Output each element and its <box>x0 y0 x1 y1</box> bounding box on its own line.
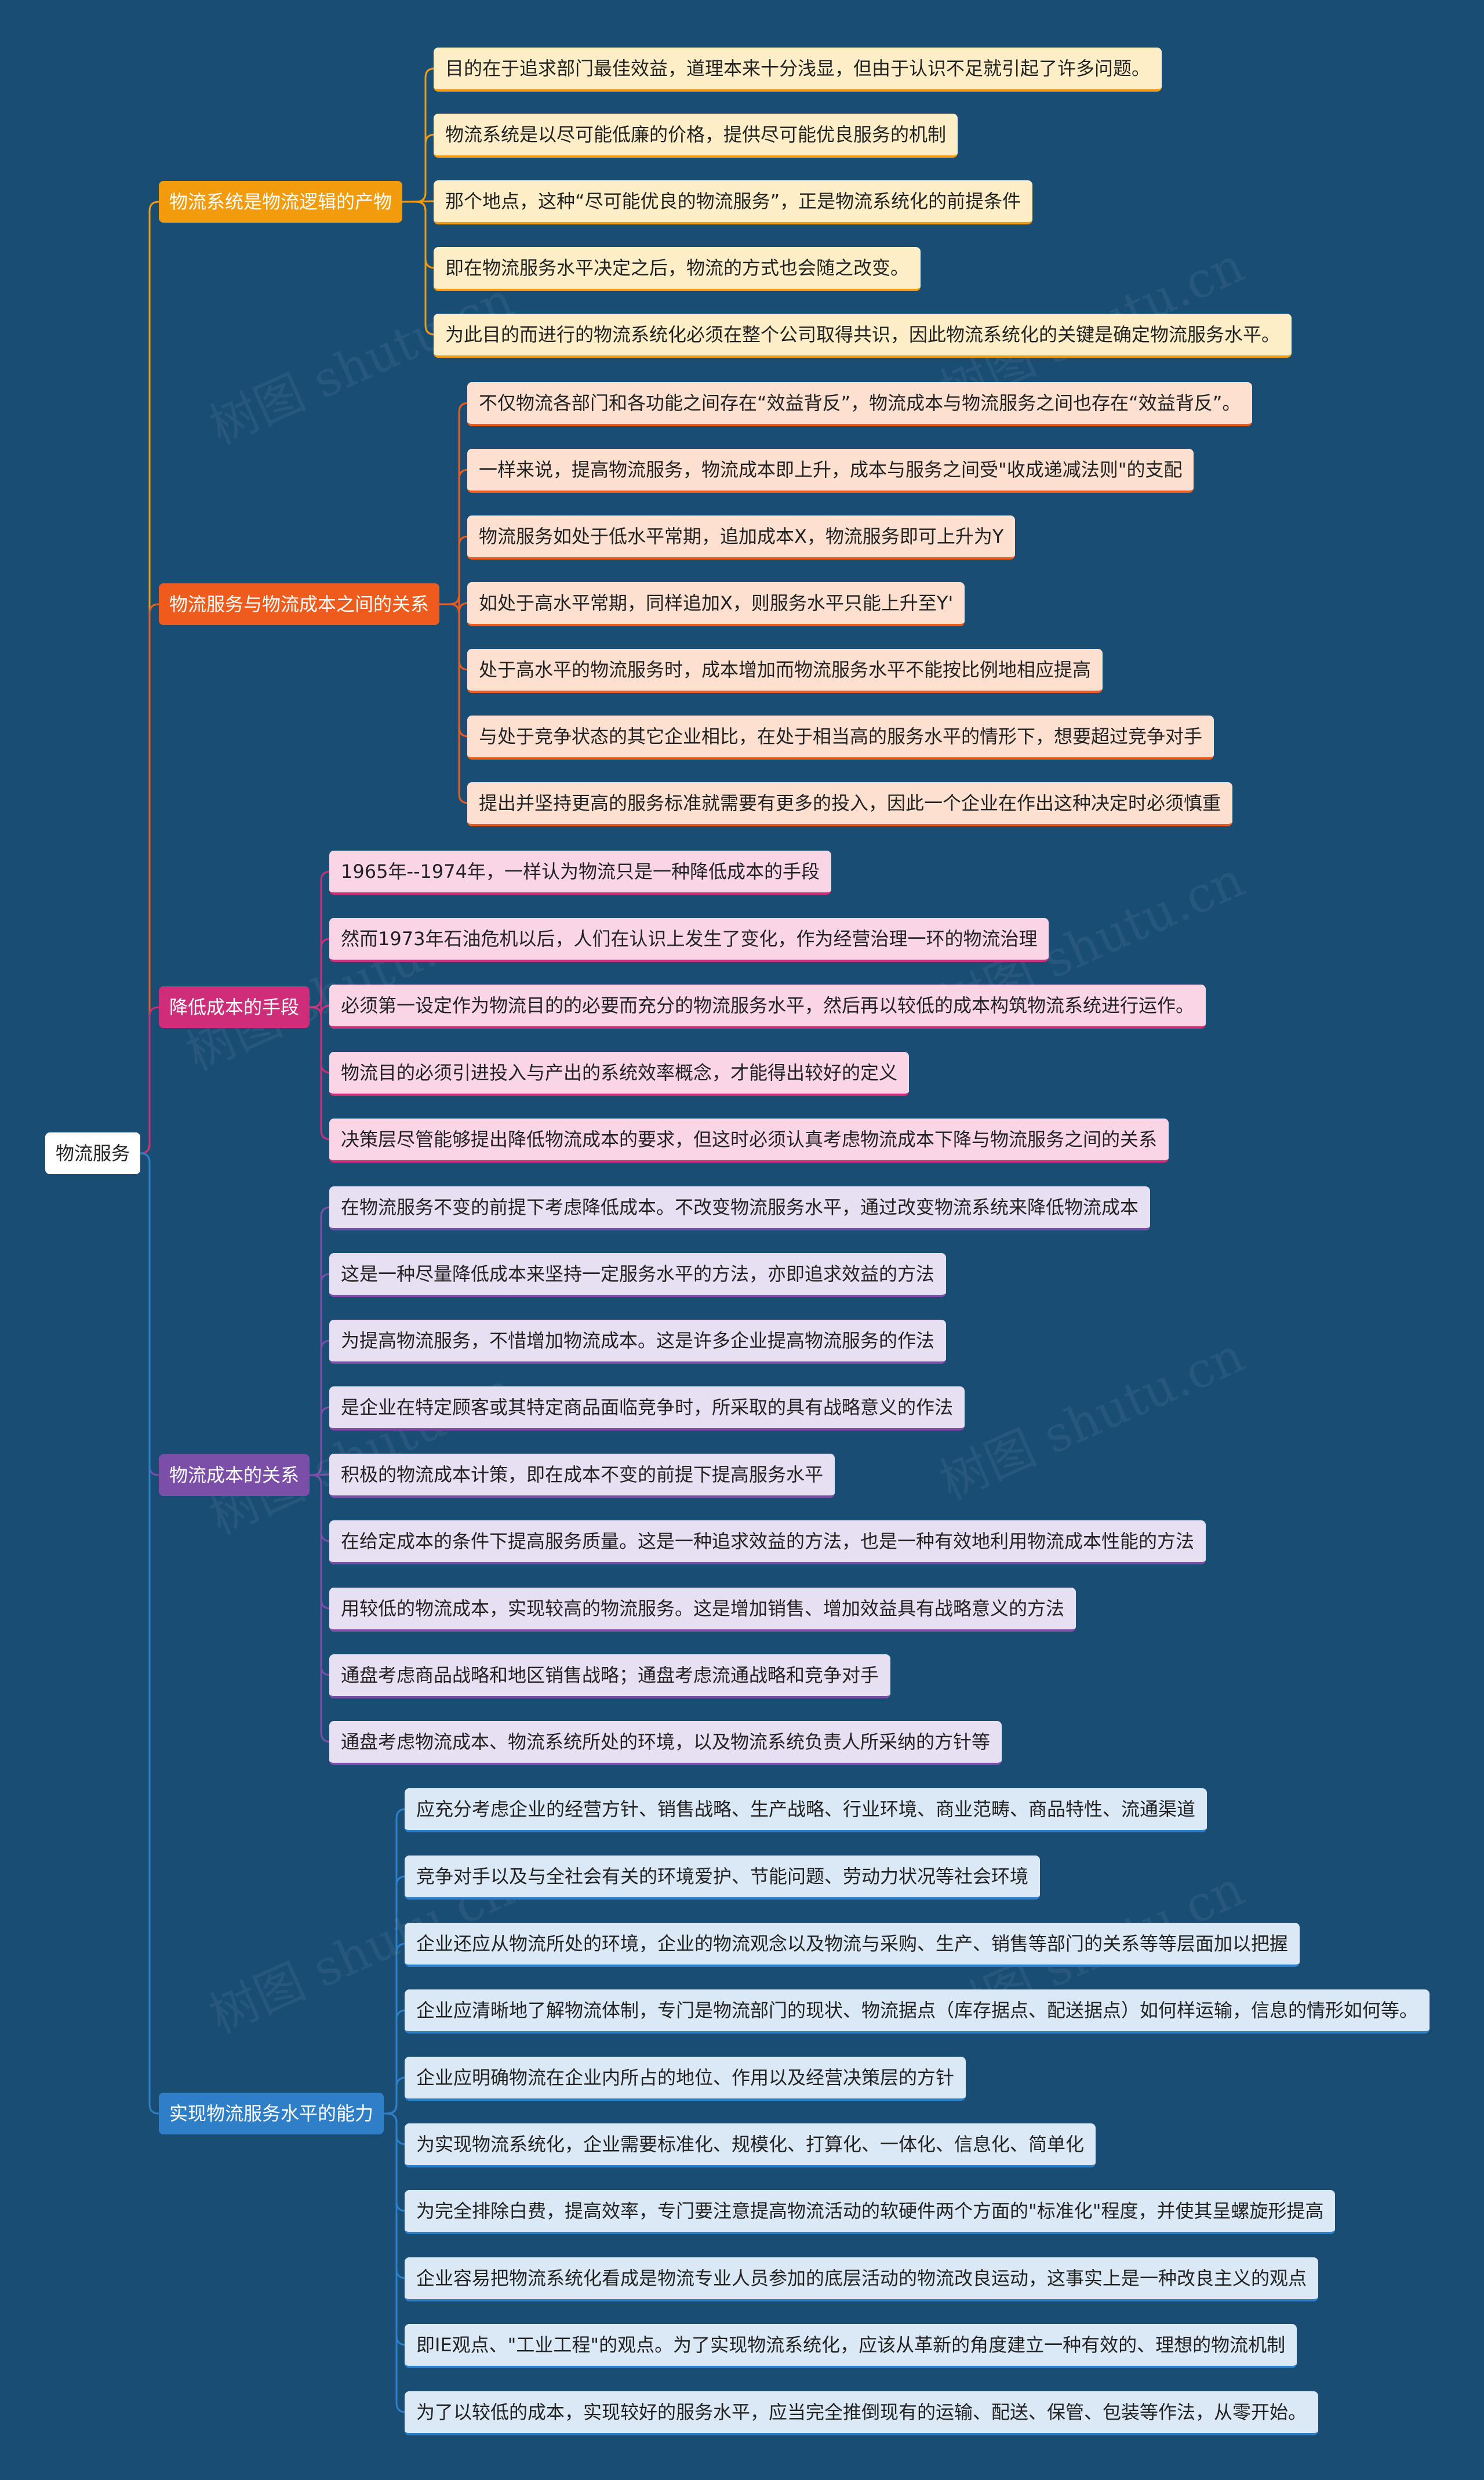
leaf-node[interactable]: 物流目的必须引进投入与产出的系统效率概念，才能得出较好的定义 <box>329 1052 910 1096</box>
leaf-node[interactable]: 与处于竞争状态的其它企业相比，在处于相当高的服务水平的情形下，想要超过竞争对手 <box>467 716 1214 760</box>
connector-line <box>439 535 469 605</box>
leaf-node[interactable]: 1965年--1974年，一样认为物流只是一种降低成本的手段 <box>329 851 831 895</box>
leaf-node[interactable]: 即在物流服务水平决定之后，物流的方式也会随之改变。 <box>434 247 921 291</box>
leaf-node[interactable]: 然而1973年石油危机以后，人们在认识上发生了变化，作为经营治理一环的物流治理 <box>329 918 1049 962</box>
leaf-node[interactable]: 一样来说，提高物流服务，物流成本即上升，成本与服务之间受"收成递减法则"的支配 <box>467 449 1194 493</box>
connector-line <box>384 2112 406 2413</box>
branch-node[interactable]: 物流系统是物流逻辑的产物 <box>159 181 403 223</box>
leaf-node[interactable]: 为提高物流服务，不惜增加物流成本。这是许多企业提高物流服务的作法 <box>329 1320 947 1364</box>
connector-line <box>439 402 469 605</box>
connector-line <box>310 997 331 1015</box>
leaf-node[interactable]: 物流系统是以尽可能低廉的价格，提供尽可能优良服务的机制 <box>434 114 958 158</box>
leaf-node[interactable]: 这是一种尽量降低成本来坚持一定服务水平的方法，亦即追求效益的方法 <box>329 1253 947 1297</box>
connector-line <box>140 1006 159 1154</box>
connector-line <box>439 594 469 613</box>
leaf-node[interactable]: 为实现物流系统化，企业需要标准化、规模化、打算化、一体化、信息化、简单化 <box>405 2123 1096 2167</box>
leaf-node[interactable]: 物流服务如处于低水平常期，追加成本X，物流服务即可上升为Y <box>467 515 1016 560</box>
connector-line <box>439 603 469 738</box>
leaf-node[interactable]: 应充分考虑企业的经营方针、销售战略、生产战略、行业环境、商业范畴、商品特性、流通… <box>405 1788 1207 1832</box>
leaf-node[interactable]: 为完全排除白费，提高效率，专门要注意提高物流活动的软硬件两个方面的"标准化"程度… <box>405 2190 1336 2234</box>
connector-line <box>310 1406 331 1476</box>
root-node[interactable]: 物流服务 <box>45 1132 141 1174</box>
connector-line <box>384 2076 406 2115</box>
connector-line <box>402 133 435 203</box>
connector-line <box>310 1474 331 1542</box>
branch-node[interactable]: 实现物流服务水平的能力 <box>159 2093 384 2134</box>
leaf-node[interactable]: 企业应明确物流在企业内所占的地位、作用以及经营决策层的方针 <box>405 2057 966 2101</box>
connector-line <box>310 1006 331 1141</box>
leaf-node[interactable]: 通盘考虑物流成本、物流系统所处的环境，以及物流系统负责人所采纳的方针等 <box>329 1721 1002 1765</box>
connector-line <box>439 603 469 671</box>
leaf-node[interactable]: 为此目的而进行的物流系统化必须在整个公司取得共识，因此物流系统化的关键是确定物流… <box>434 314 1292 358</box>
leaf-node[interactable]: 目的在于追求部门最佳效益，道理本来十分浅显，但由于认识不足就引起了许多问题。 <box>434 48 1162 92</box>
connector-line <box>402 201 435 336</box>
connector-line <box>384 2009 406 2115</box>
connector-line <box>439 603 469 804</box>
leaf-node[interactable]: 是企业在特定顾客或其特定商品面临竞争时，所采取的具有战略意义的作法 <box>329 1386 965 1430</box>
leaf-node[interactable]: 不仅物流各部门和各功能之间存在“效益背反”，物流成本与物流服务之间也存在“效益背… <box>467 382 1253 426</box>
branch-node[interactable]: 物流成本的关系 <box>159 1454 310 1496</box>
leaf-node[interactable]: 为了以较低的成本，实现较好的服务水平，应当完全推倒现有的运输、配送、保管、包装等… <box>405 2391 1319 2435</box>
branch-node[interactable]: 降低成本的手段 <box>159 986 310 1028</box>
leaf-node[interactable]: 竞争对手以及与全社会有关的环境爱护、节能问题、劳动力状况等社会环境 <box>405 1856 1041 1900</box>
leaf-node[interactable]: 企业应清晰地了解物流体制，专门是物流部门的现状、物流据点（库存据点、配送据点）如… <box>405 1989 1430 2034</box>
leaf-node[interactable]: 决策层尽管能够提出降低物流成本的要求，但这时必须认真考虑物流成本下降与物流服务之… <box>329 1119 1169 1163</box>
connector-line <box>384 2112 406 2212</box>
connector-line <box>310 1474 331 1676</box>
connector-line <box>384 2112 406 2279</box>
connector-line <box>384 1942 406 2115</box>
leaf-node[interactable]: 企业还应从物流所处的环境，企业的物流观念以及物流与采购、生产、销售等部门的关系等… <box>405 1923 1300 1967</box>
connector-line <box>402 201 435 269</box>
leaf-node[interactable]: 企业容易把物流系统化看成是物流专业人员参加的底层活动的物流改良运动，这事实上是一… <box>405 2257 1319 2301</box>
leaf-node[interactable]: 通盘考虑商品战略和地区销售战略；通盘考虑流通战略和竞争对手 <box>329 1654 891 1698</box>
leaf-node[interactable]: 在给定成本的条件下提高服务质量。这是一种追求效益的方法，也是一种有效地利用物流成… <box>329 1520 1206 1564</box>
leaf-node[interactable]: 提出并坚持更高的服务标准就需要有更多的投入，因此一个企业在作出这种决定时必须慎重 <box>467 782 1233 826</box>
connector-line <box>140 1152 159 2115</box>
connector-line <box>310 1006 331 1074</box>
connector-line <box>310 1273 331 1476</box>
leaf-node[interactable]: 处于高水平的物流服务时，成本增加而物流服务水平不能按比例地相应提高 <box>467 649 1103 693</box>
leaf-node[interactable]: 即IE观点、"工业工程"的观点。为了实现物流系统化，应该从革新的角度建立一种有效… <box>405 2324 1297 2368</box>
connector-line <box>310 1474 331 1743</box>
leaf-node[interactable]: 在物流服务不变的前提下考虑降低成本。不改变物流服务水平，通过改变物流系统来降低物… <box>329 1186 1151 1230</box>
leaf-node[interactable]: 如处于高水平常期，同样追加X，则服务水平只能上升至Y' <box>467 582 965 626</box>
connector-line <box>384 2112 406 2346</box>
connector-line <box>384 1808 406 2115</box>
branch-node[interactable]: 物流服务与物流成本之间的关系 <box>159 583 440 625</box>
connector-line <box>310 938 331 1008</box>
leaf-node[interactable]: 必须第一设定作为物流目的的必要而充分的物流服务水平，然后再以较低的成本构筑物流系… <box>329 985 1206 1029</box>
leaf-node[interactable]: 积极的物流成本计策，即在成本不变的前提下提高服务水平 <box>329 1454 835 1498</box>
leaf-node[interactable]: 用较低的物流成本，实现较高的物流服务。这是增加销售、增加效益具有战略意义的方法 <box>329 1588 1076 1632</box>
leaf-node[interactable]: 那个地点，这种“尽可能优良的物流服务”，正是物流系统化的前提条件 <box>434 180 1033 224</box>
